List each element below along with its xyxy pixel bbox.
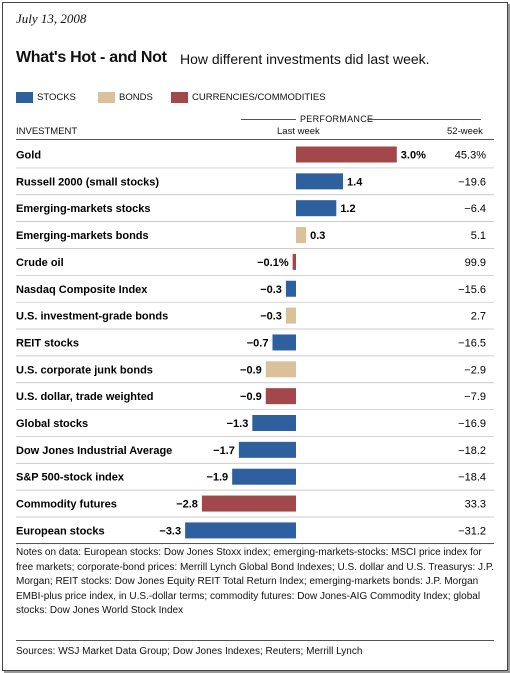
performance-rule-left [241,119,296,120]
bar-u-s-dollar-trade-weighted [265,388,296,405]
category-label-u-s-investment-grade-bonds: U.S. investment-grade bonds [16,311,168,323]
bar-emerging-markets-bonds [296,227,307,244]
value-label-s-p-500-stock-index: −1.9 [206,472,228,484]
investment-column-header: INVESTMENT [16,126,78,137]
header-rule [16,139,494,140]
value-label-european-stocks: −3.3 [159,525,181,537]
last-week-column-header: Last week [277,126,320,137]
chart-title: What's Hot - and Not [16,49,167,66]
data-notes: Notes on data: European stocks: Dow Jone… [16,547,494,616]
value-label-emerging-markets-bonds: 0.3 [310,230,325,242]
value-label-nasdaq-composite-index: −0.3 [260,284,282,296]
category-label-reit-stocks: REIT stocks [16,337,79,349]
week52-value-dow-jones-industrial-average: −18.2 [458,445,486,457]
legend-swatch-stocks [16,92,33,103]
week52-value-crude-oil: 99.9 [465,257,486,269]
category-label-emerging-markets-bonds: Emerging-markets bonds [16,230,149,242]
category-label-emerging-markets-stocks: Emerging-markets stocks [16,203,151,215]
value-label-emerging-markets-stocks: 1.2 [340,203,355,215]
bar-u-s-investment-grade-bonds [285,307,296,324]
legend-label-bonds: BONDS [119,92,153,103]
value-label-global-stocks: −1.3 [227,418,249,430]
category-label-s-p-500-stock-index: S&P 500-stock index [16,472,125,484]
week52-value-global-stocks: −16.9 [458,418,486,430]
performance-label: PERFORMANCE [300,114,374,124]
bar-u-s-corporate-junk-bonds [265,361,296,378]
week52-value-gold: 45.3% [455,150,486,162]
bar-emerging-markets-stocks [296,200,337,217]
data-sources: Sources: WSJ Market Data Group; Dow Jone… [16,646,363,657]
value-label-u-s-investment-grade-bonds: −0.3 [260,311,282,323]
legend-swatch-bonds [98,92,115,103]
sources-rule [16,640,494,641]
value-label-u-s-dollar-trade-weighted: −0.9 [240,391,262,403]
legend-label-currencies-commodities: CURRENCIES/COMMODITIES [192,92,326,103]
bar-nasdaq-composite-index [285,280,296,297]
category-label-dow-jones-industrial-average: Dow Jones Industrial Average [16,445,172,457]
legend-swatch-currencies-commodities [171,92,188,103]
bar-dow-jones-industrial-average [238,441,296,458]
value-label-russell-2000-small-stocks: 1.4 [347,176,363,188]
notes-rule [16,543,494,544]
category-label-u-s-dollar-trade-weighted: U.S. dollar, trade weighted [16,391,154,403]
week52-value-russell-2000-small-stocks: −19.6 [458,176,486,188]
value-label-reit-stocks: −0.7 [247,337,269,349]
week52-value-reit-stocks: −16.5 [458,337,486,349]
value-label-crude-oil: −0.1% [257,257,289,269]
performance-header: PERFORMANCE [241,114,481,126]
bar-russell-2000-small-stocks [296,173,344,190]
category-label-nasdaq-composite-index: Nasdaq Composite Index [16,284,148,296]
bar-s-p-500-stock-index [232,468,296,485]
category-label-global-stocks: Global stocks [16,418,88,430]
legend-label-stocks: STOCKS [37,92,76,103]
bar-gold [296,146,397,163]
week52-value-emerging-markets-bonds: 5.1 [471,230,486,242]
bar-global-stocks [252,415,296,431]
value-label-gold: 3.0% [401,150,426,162]
week52-value-nasdaq-composite-index: −15.6 [458,284,486,296]
publication-date: July 13, 2008 [16,11,87,26]
week52-value-european-stocks: −31.2 [458,525,486,537]
week52-value-u-s-investment-grade-bonds: 2.7 [471,311,486,323]
bar-crude-oil [292,253,296,270]
category-label-commodity-futures: Commodity futures [16,499,117,511]
category-label-european-stocks: European stocks [16,525,105,537]
week52-value-u-s-dollar-trade-weighted: −7.9 [464,391,486,403]
category-label-gold: Gold [16,150,41,162]
category-label-u-s-corporate-junk-bonds: U.S. corporate junk bonds [16,364,153,376]
chart-subtitle: How different investments did last week. [180,51,430,67]
value-label-commodity-futures: −2.8 [176,499,198,511]
value-label-u-s-corporate-junk-bonds: −0.9 [240,364,262,376]
week52-value-emerging-markets-stocks: −6.4 [464,203,486,215]
bar-european-stocks [185,522,296,539]
week52-value-u-s-corporate-junk-bonds: −2.9 [464,364,486,376]
category-label-crude-oil: Crude oil [16,257,64,269]
category-label-russell-2000-small-stocks: Russell 2000 (small stocks) [16,176,159,188]
bar-commodity-futures [201,495,296,512]
week52-value-s-p-500-stock-index: −18.4 [458,472,486,484]
performance-rule-right [367,119,481,120]
week52-value-commodity-futures: 33.3 [465,499,486,511]
bar-reit-stocks [272,334,296,351]
value-label-dow-jones-industrial-average: −1.7 [213,445,235,457]
week52-column-header: 52-week [447,126,483,137]
